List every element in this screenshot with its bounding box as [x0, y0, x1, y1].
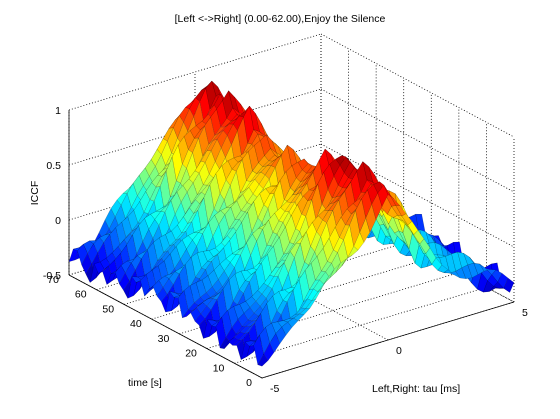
y-axis-line — [68, 274, 263, 379]
y-tick-label: 0 — [246, 377, 252, 389]
y-axis-label: time [s] — [128, 377, 162, 389]
surface-plot — [68, 80, 515, 367]
y-tick-label: 70 — [47, 274, 59, 286]
y-tick-label: 10 — [213, 362, 225, 374]
grid-line — [320, 143, 515, 248]
x-axis-line — [261, 301, 515, 379]
grid-line — [179, 257, 432, 335]
z-tick-label: -0.5 — [43, 270, 61, 282]
grid-line — [234, 286, 487, 364]
grid-line — [151, 242, 404, 320]
z-axis-label: ICCF — [29, 181, 41, 206]
grid-line — [68, 33, 322, 111]
grid-line — [320, 88, 515, 193]
x-tick-label: -5 — [270, 383, 279, 395]
z-tick-label: 1 — [55, 105, 61, 117]
x-tick-label: 0 — [396, 345, 402, 357]
y-tick-label: 40 — [130, 318, 142, 330]
grid-line — [194, 236, 389, 341]
grid-line — [206, 272, 459, 349]
y-tick-label: 20 — [185, 348, 197, 360]
x-axis-label: Left,Right: tau [ms] — [372, 383, 460, 395]
y-tick-label: 50 — [102, 303, 114, 315]
y-tick-label: 30 — [158, 333, 170, 345]
x-tick-label: 5 — [522, 307, 528, 319]
chart-title: [Left <->Right] (0.00-62.00),Enjoy the S… — [175, 13, 386, 25]
surface-facet — [503, 277, 515, 293]
y-tick-label: 60 — [75, 289, 87, 301]
z-tick-label: 0.5 — [46, 160, 61, 172]
grid-line — [320, 33, 515, 138]
z-tick-label: 0 — [55, 215, 61, 227]
grid-line — [68, 88, 322, 166]
